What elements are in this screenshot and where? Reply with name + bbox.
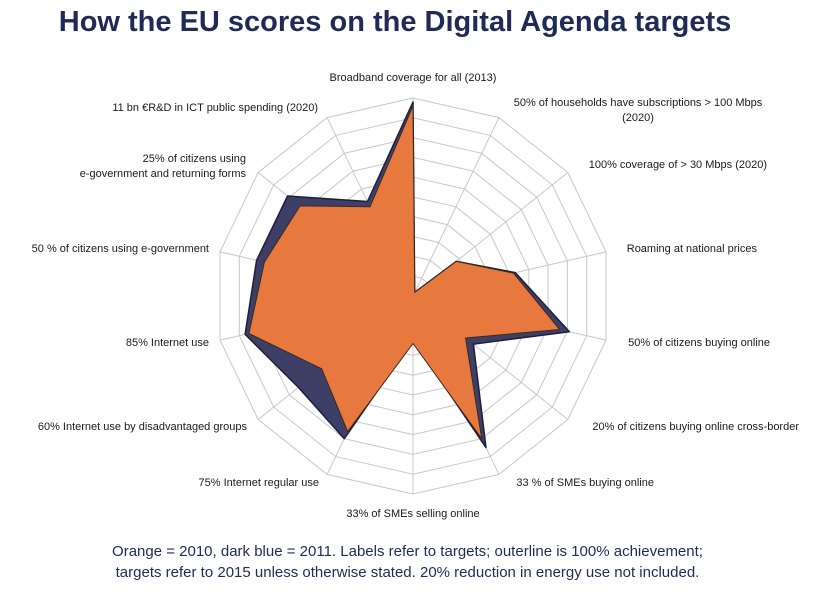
category-label: 20% of citizens buying online cross-bord… [592, 421, 799, 433]
category-label: 50% of households have subscriptions > 1… [514, 97, 763, 124]
category-label: 25% of citizens using e-government and re… [80, 153, 247, 180]
radar-series [244, 101, 571, 449]
category-labels: Broadband coverage for all (2013) 50% of … [32, 72, 800, 520]
category-label: 50 % of citizens using e-government [32, 243, 209, 255]
category-label: Broadband coverage for all (2013) [330, 72, 497, 84]
chart-footnote: Orange = 2010, dark blue = 2011. Labels … [0, 541, 815, 583]
category-label: 75% Internet regular use [199, 477, 319, 489]
category-label: 11 bn €R&D in ICT public spending (2020) [112, 102, 318, 114]
category-label: 33 % of SMEs buying online [516, 477, 654, 489]
chart-title: How the EU scores on the Digital Agenda … [58, 6, 732, 38]
category-label: 50% of citizens buying online [628, 337, 770, 349]
footnote-line-2: targets refer to 2015 unless otherwise s… [115, 564, 700, 581]
series-2010-area [248, 105, 561, 440]
category-label: 100% coverage of > 30 Mbps (2020) [589, 159, 767, 171]
footnote-line-1: Orange = 2010, dark blue = 2011. Labels … [112, 543, 703, 560]
category-label: Roaming at national prices [627, 243, 758, 255]
category-label: 85% Internet use [126, 337, 209, 349]
grid-spoke [412, 117, 500, 297]
category-label: 33% of SMEs selling online [346, 508, 479, 520]
category-label: 60% Internet use by disadvantaged groups [38, 421, 248, 433]
